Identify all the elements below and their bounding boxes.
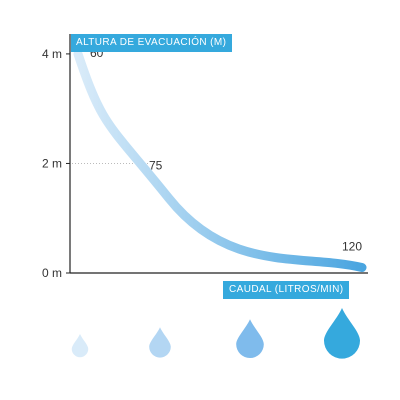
water-drop-icon	[236, 319, 264, 359]
data-label: 75	[149, 158, 163, 172]
y-tick-label: 4 m	[42, 47, 62, 61]
x-axis-label: CAUDAL (LITROS/MIN)	[223, 281, 350, 299]
y-tick-label: 0 m	[42, 266, 62, 280]
water-drop-icon	[324, 308, 360, 359]
water-drop-icon	[149, 327, 171, 358]
series-line	[73, 49, 367, 273]
data-label: 120	[342, 240, 362, 254]
water-drop-icon	[71, 334, 89, 358]
y-axis-label: ALTURA DE EVACUACIÓN (M)	[71, 34, 233, 52]
y-tick-label: 2 m	[42, 156, 62, 170]
